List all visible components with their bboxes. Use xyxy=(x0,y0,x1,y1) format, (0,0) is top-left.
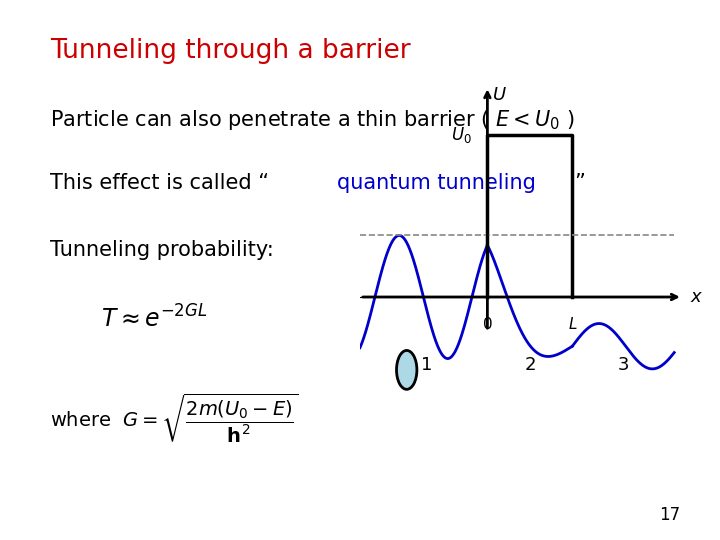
Text: This effect is called “: This effect is called “ xyxy=(50,173,269,193)
Circle shape xyxy=(397,350,417,389)
Text: Particle can also penetrate a thin barrier ( $E < U_0$ ): Particle can also penetrate a thin barri… xyxy=(50,108,575,132)
Text: $2$: $2$ xyxy=(524,356,536,374)
Text: $3$: $3$ xyxy=(617,356,629,374)
Text: Tunneling probability:: Tunneling probability: xyxy=(50,240,274,260)
Text: 17: 17 xyxy=(659,506,680,524)
Text: $x$: $x$ xyxy=(690,288,703,306)
Text: Tunneling through a barrier: Tunneling through a barrier xyxy=(50,38,411,64)
Text: $T \approx e^{-2GL}$: $T \approx e^{-2GL}$ xyxy=(101,305,207,332)
Text: $U_0$: $U_0$ xyxy=(451,125,472,145)
Text: where  $G = \sqrt{\dfrac{2m(U_0 - E)}{\mathbf{h}^2}}$: where $G = \sqrt{\dfrac{2m(U_0 - E)}{\ma… xyxy=(50,392,300,444)
Text: $U$: $U$ xyxy=(492,86,506,104)
Text: $1$: $1$ xyxy=(420,356,432,374)
Text: quantum tunneling: quantum tunneling xyxy=(337,173,536,193)
Text: $L$: $L$ xyxy=(567,316,577,333)
Text: ”: ” xyxy=(575,173,585,193)
Text: $0$: $0$ xyxy=(482,316,492,333)
